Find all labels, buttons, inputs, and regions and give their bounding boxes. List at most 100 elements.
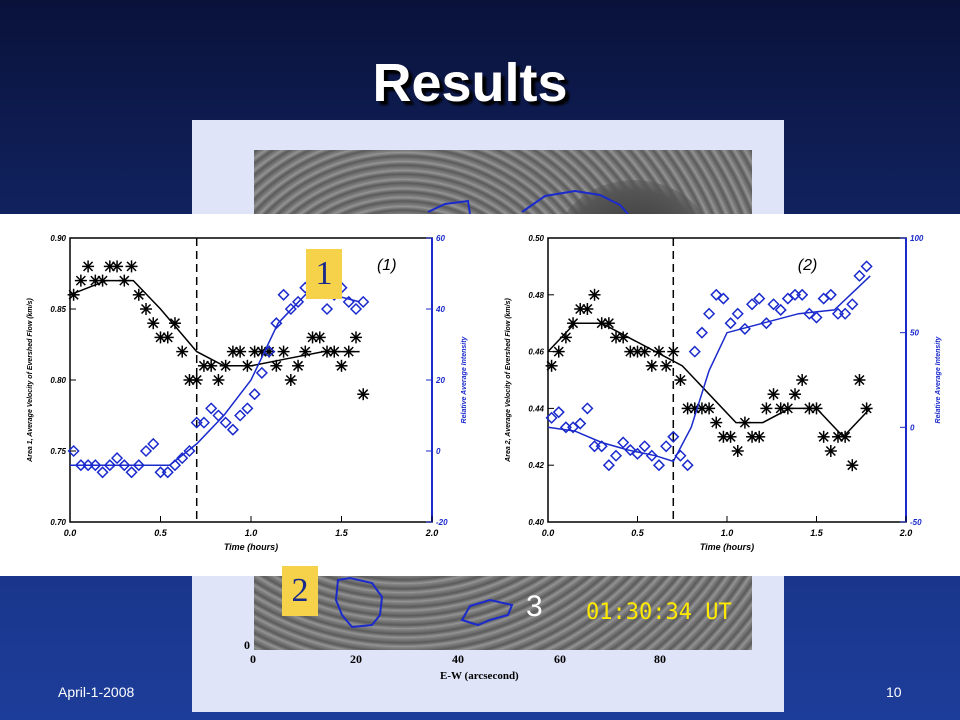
diamond-point	[796, 288, 809, 301]
diamond-point	[617, 436, 630, 449]
diamond-point	[219, 416, 232, 429]
diamond-point	[609, 449, 623, 462]
y-tick-label-left: 0.85	[50, 305, 66, 314]
panel-label: (2)	[798, 257, 818, 274]
asterisk-point	[277, 345, 290, 358]
region-3-label: 3	[526, 590, 543, 623]
diamond-point	[638, 440, 651, 453]
x-tick: 0	[250, 652, 256, 666]
page-number: 10	[886, 684, 902, 700]
diamond-point	[624, 443, 637, 457]
x-tick-label: 1.5	[335, 528, 349, 538]
diamond-point	[717, 292, 730, 305]
asterisk-point	[753, 430, 766, 443]
diamond-point	[125, 466, 138, 479]
asterisk-point	[660, 359, 673, 372]
diamond-point	[745, 298, 759, 311]
image-x-axis: 0 20 40 60 80 E-W (arcsecond)	[250, 650, 752, 690]
y-tick-label-right: -20	[436, 518, 448, 527]
x-tick: 60	[554, 652, 566, 666]
diamond-point	[212, 409, 225, 422]
asterisk-point	[292, 359, 305, 372]
timestamp-label: 01:30:34 UT	[586, 600, 732, 625]
x-tick-label: 0.0	[542, 528, 555, 538]
diamond-point	[846, 298, 859, 311]
y-axis-label-right: Relative Average Intensity	[935, 335, 942, 423]
fit-line	[547, 275, 871, 463]
diamond-point	[241, 402, 254, 415]
x-tick-label: 1.5	[810, 528, 824, 538]
asterisk-point	[205, 359, 218, 372]
diamond-point	[118, 459, 131, 472]
diamond-point	[103, 459, 116, 472]
asterisk-point	[760, 402, 773, 415]
asterisk-point	[767, 388, 780, 401]
asterisk-point	[796, 374, 809, 386]
asterisk-point	[74, 274, 87, 287]
diamond-point	[277, 288, 290, 301]
asterisk-point	[284, 374, 297, 386]
asterisk-point	[349, 331, 362, 344]
diamond-point	[67, 444, 80, 458]
asterisk-point	[817, 430, 830, 443]
chart-svg: 0.0 0.5 1.0 1.5 2.0 0.70 0.75 0.80 0.85 0.90 -20 0 2…	[27, 234, 942, 552]
diamond-point	[695, 326, 709, 339]
diamond-point	[703, 307, 716, 320]
asterisk-point	[140, 303, 153, 315]
y-axis-label-left: Area 1, Average Velocity of Evershed Flo…	[27, 298, 34, 463]
asterisk-point	[161, 331, 174, 344]
asterisk-point	[631, 345, 644, 358]
diamond-point	[139, 444, 153, 458]
asterisk-point	[703, 402, 716, 415]
diamond-point	[110, 452, 124, 465]
diamond-point	[581, 402, 594, 415]
diamond-point	[652, 459, 666, 472]
asterisk-point	[674, 374, 687, 386]
asterisk-point	[667, 345, 680, 358]
x-tick-label: 0.5	[154, 528, 168, 538]
diamond-point	[349, 302, 363, 316]
y-tick-label-left: 0.46	[528, 348, 544, 357]
y-tick-label-right: 40	[435, 305, 445, 314]
asterisk-point	[125, 260, 138, 273]
diamond-point	[96, 466, 109, 479]
diamond-point	[197, 416, 211, 429]
x-axis-label: E-W (arcsecond)	[440, 670, 519, 682]
asterisk-point	[724, 430, 737, 443]
diamond-point	[839, 307, 852, 320]
x-tick-label: 0.0	[64, 528, 77, 538]
x-axis-label: Time (hours)	[700, 542, 754, 552]
asterisk-point	[581, 303, 594, 315]
diamond-point	[681, 459, 694, 472]
diamond-point	[595, 440, 608, 453]
diamond-point	[176, 452, 189, 465]
y-tick-label-right: 20	[435, 376, 445, 385]
y-tick-label-left: 0.48	[528, 291, 544, 300]
diamond-point	[574, 417, 587, 430]
fit-line	[69, 279, 360, 367]
asterisk-point	[645, 359, 658, 372]
diamond-point	[724, 317, 737, 330]
diamond-point	[602, 459, 615, 472]
contour-region-2	[334, 576, 384, 629]
diamond-point	[731, 307, 744, 320]
y-tick-label-right: 100	[910, 234, 924, 243]
diamond-point	[667, 430, 680, 443]
diamond-point	[810, 311, 823, 324]
asterisk-point	[132, 288, 145, 301]
velocity-intensity-plots: 0.0 0.5 1.0 1.5 2.0 0.70 0.75 0.80 0.85 0.90 -20 0 2…	[0, 214, 960, 576]
x-tick-label: 0.5	[631, 528, 645, 538]
plot-frame	[547, 237, 907, 523]
diamond-point	[860, 260, 873, 273]
y-tick-label-right: 60	[436, 234, 445, 243]
diamond-point	[753, 292, 766, 305]
asterisk-point	[853, 374, 866, 386]
diamond-point	[255, 366, 268, 379]
marker-1: 1	[306, 249, 342, 299]
y-tick-label-left: 0.50	[528, 234, 544, 243]
asterisk-point	[313, 331, 326, 344]
asterisk-point	[610, 331, 623, 344]
y-tick-label-left: 0.70	[50, 518, 66, 527]
asterisk-point	[731, 445, 744, 457]
x-tick: 80	[654, 652, 666, 666]
